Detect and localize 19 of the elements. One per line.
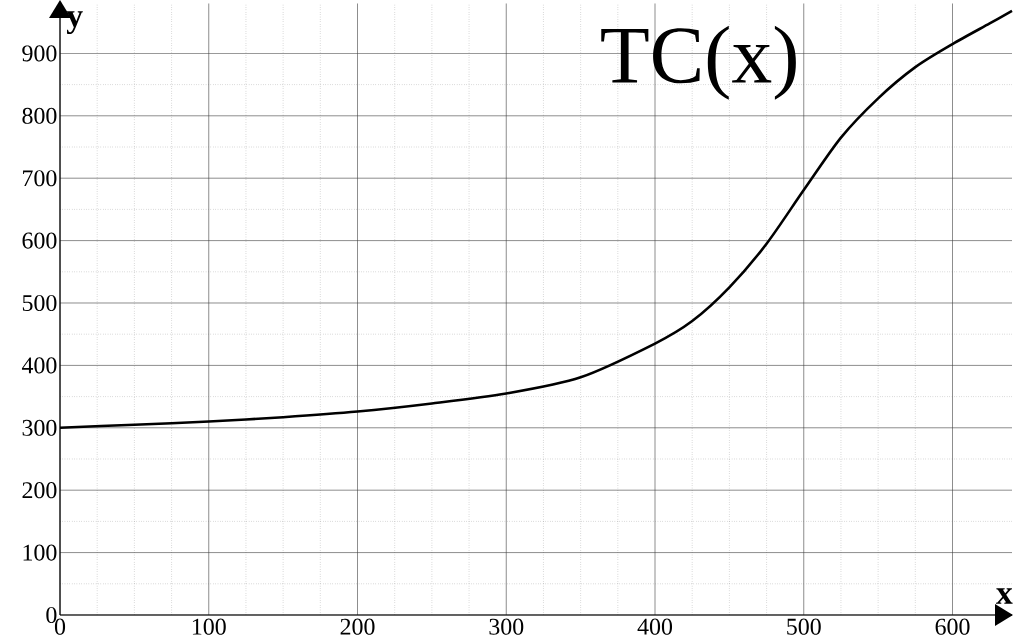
y-tick-label: 600 — [22, 232, 57, 249]
x-axis-title: x — [995, 588, 1013, 604]
y-tick-label: 400 — [21, 357, 57, 374]
y-tick-label: 0 — [46, 606, 57, 624]
y-tick-label: 800 — [22, 107, 57, 124]
x-tick-label: 600 — [935, 618, 970, 635]
y-tick-label: 100 — [23, 544, 57, 561]
y-tick-label: 500 — [22, 294, 57, 312]
y-tick-label: 300 — [22, 419, 57, 436]
x-tick-label: 400 — [637, 618, 673, 635]
y-tick-label: 900 — [22, 45, 57, 62]
x-tick-label: 100 — [192, 618, 226, 635]
y-tick-label: 200 — [22, 482, 57, 499]
y-axis-title: y — [66, 11, 83, 35]
y-tick-label: 700 — [23, 170, 57, 187]
x-tick-label: 300 — [489, 618, 524, 635]
x-tick-label: 500 — [787, 618, 821, 635]
series-label: TC(x) — [601, 25, 796, 100]
x-tick-label: 200 — [340, 618, 375, 635]
